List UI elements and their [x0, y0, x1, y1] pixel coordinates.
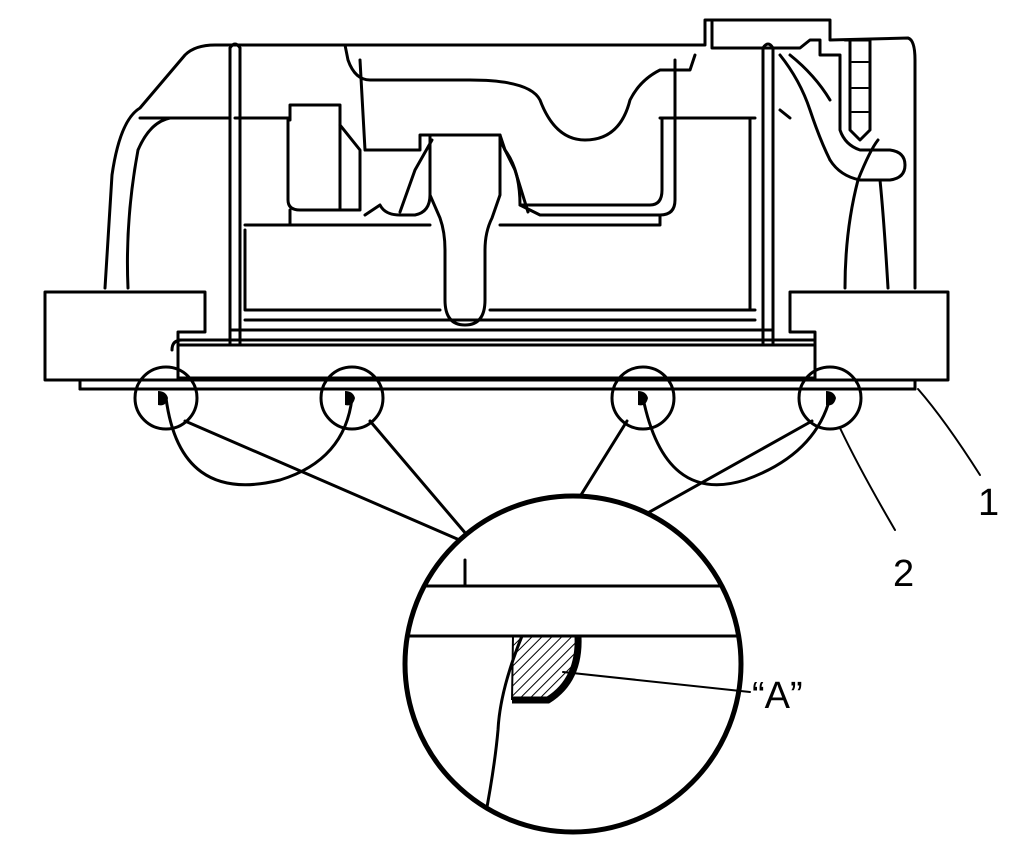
bead-pair-arcs: [164, 396, 832, 487]
callout-leader-detail-a: [562, 671, 751, 693]
gasket: [78, 378, 917, 391]
guide-pins: [228, 42, 775, 347]
callout-leader-sealant: [839, 427, 896, 531]
mounting-flange-left: [43, 290, 207, 382]
callout-2-label: 2: [893, 553, 914, 595]
callout-1-label: 1: [978, 482, 999, 524]
base-rail: [170, 318, 817, 380]
detail-magnifier: [402, 493, 744, 835]
callout-leader-gasket: [917, 388, 981, 476]
cover-housing: [103, 18, 917, 327]
callout-a-label: “A”: [752, 675, 803, 717]
